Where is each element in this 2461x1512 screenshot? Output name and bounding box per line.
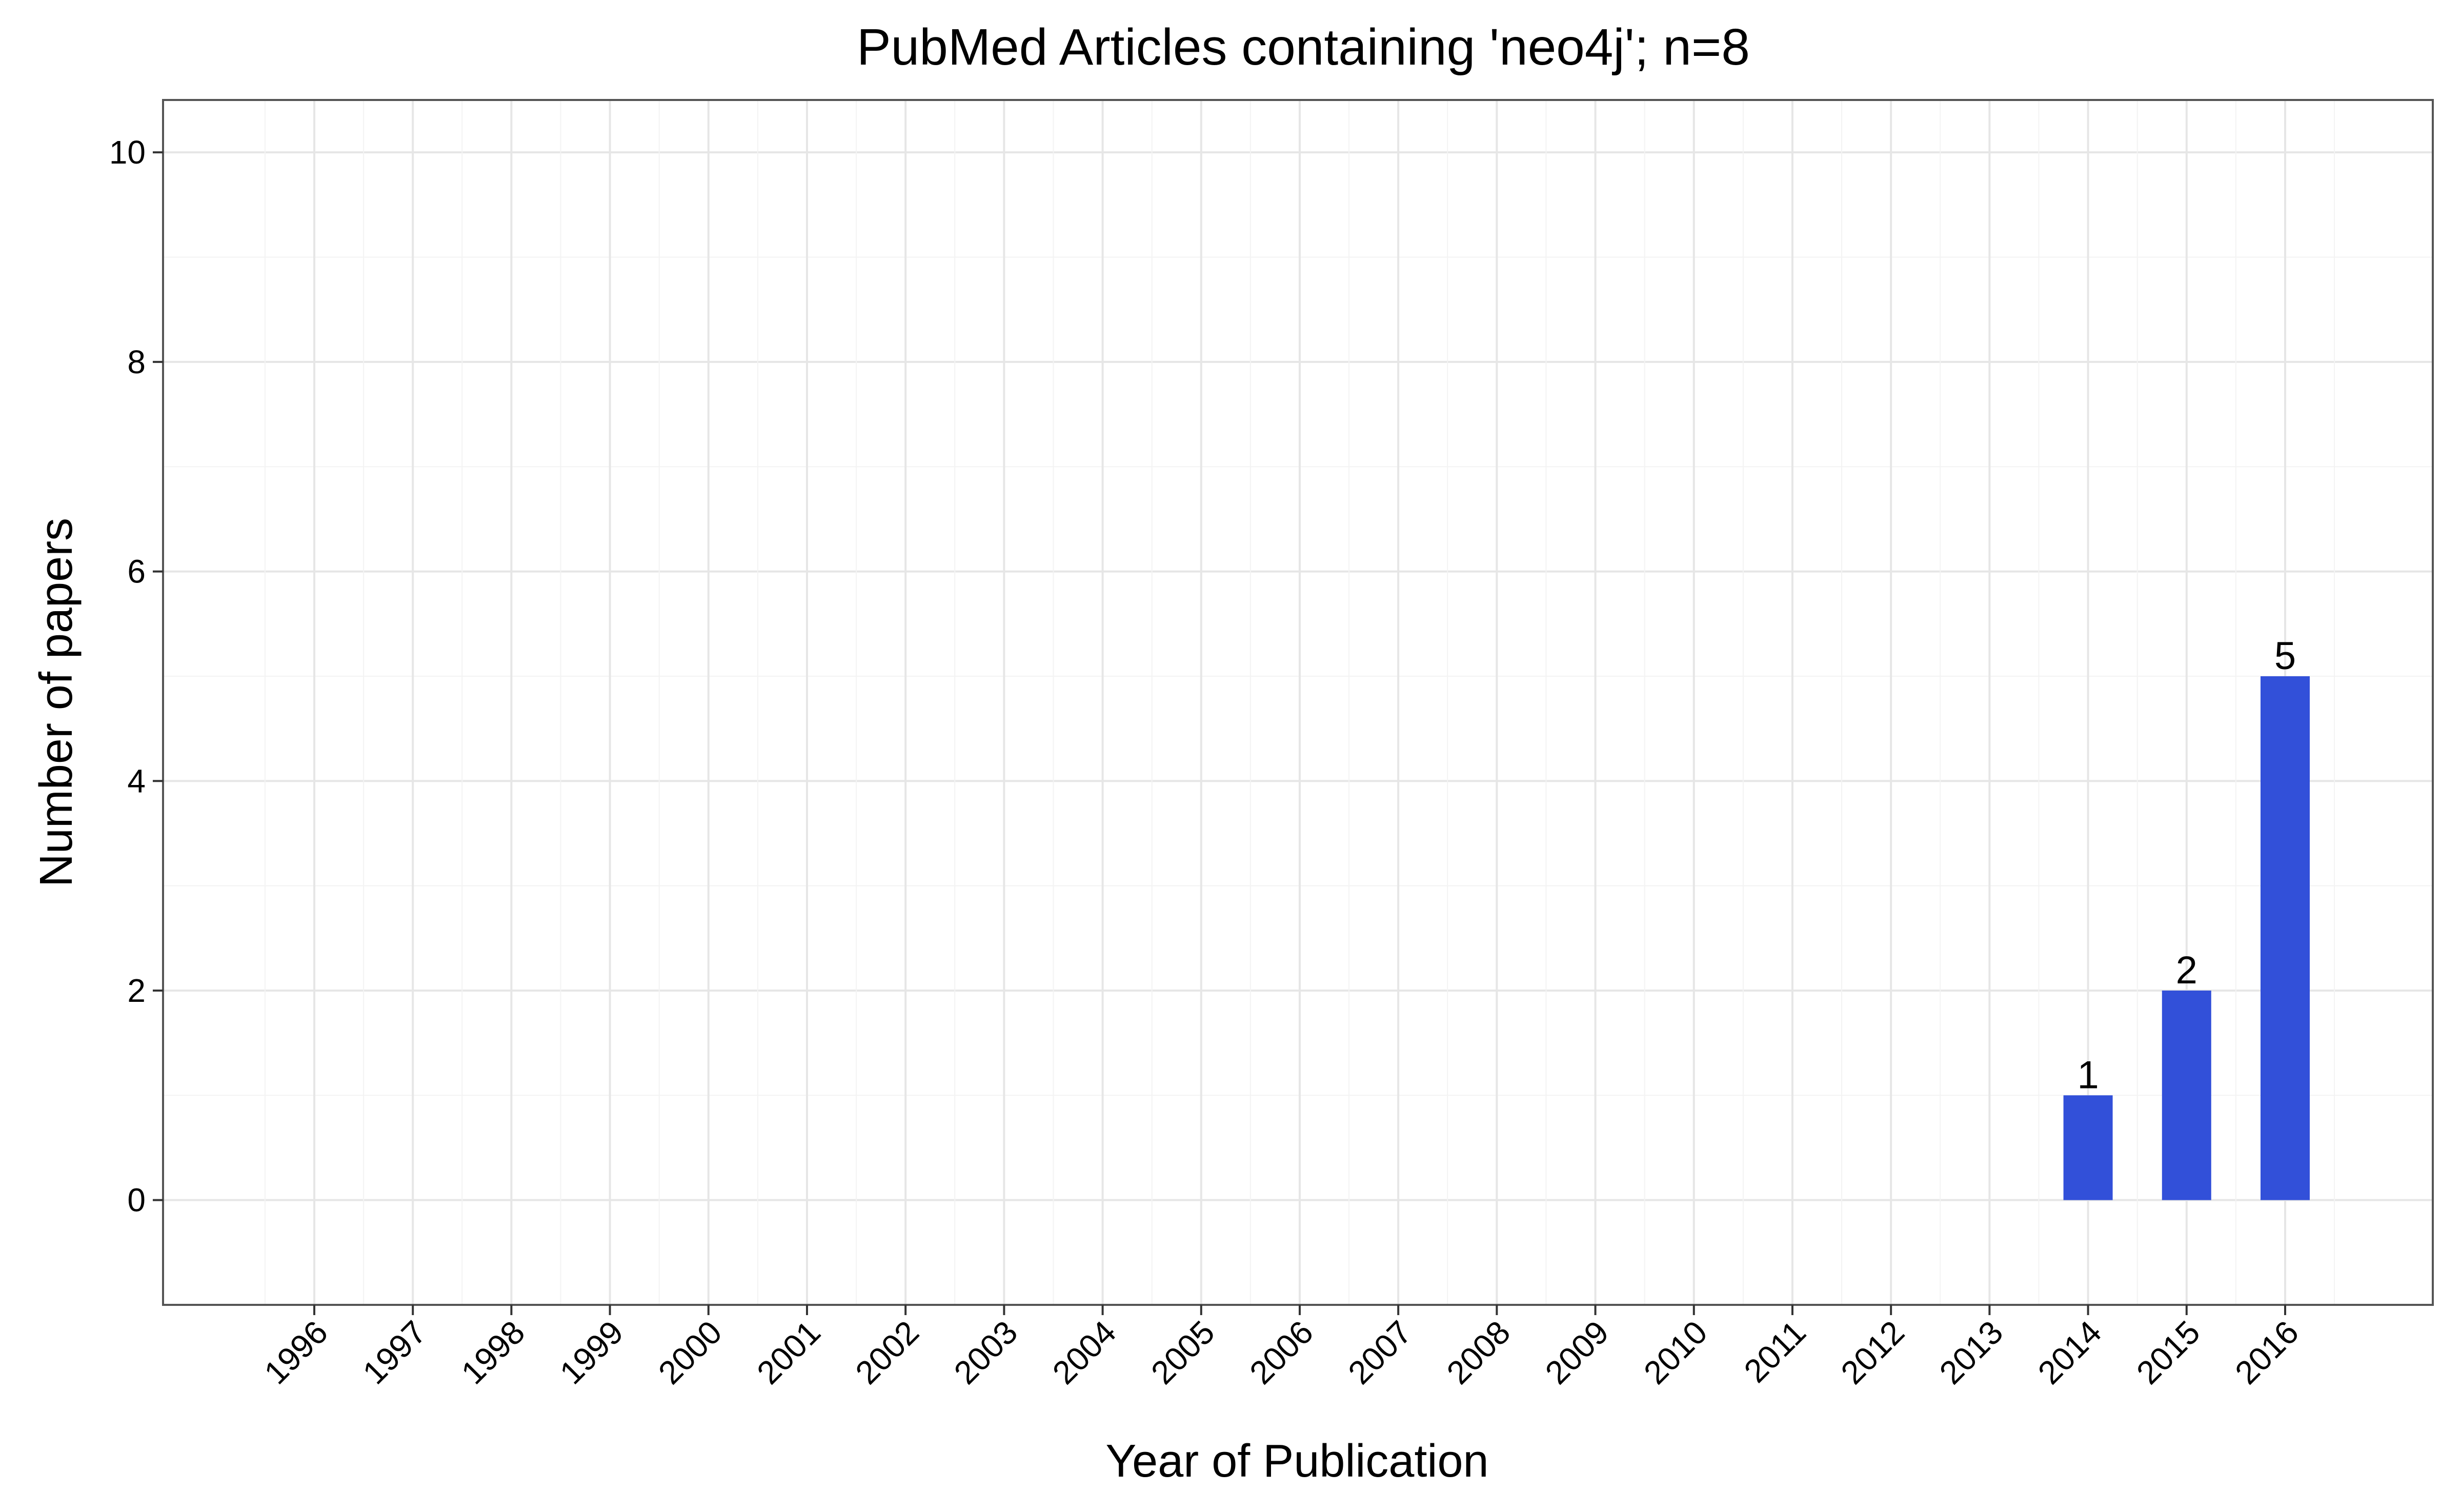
bar-label-2015: 2 [2176, 949, 2197, 992]
bar-label-2016: 5 [2274, 634, 2296, 678]
y-tick-label: 2 [127, 972, 146, 1009]
bar-2014 [2063, 1095, 2113, 1200]
y-axis-ticks: 0 2 4 6 8 10 [109, 134, 163, 1219]
y-tick-label: 6 [127, 553, 146, 590]
bars [2063, 676, 2310, 1200]
bar-2016 [2261, 676, 2310, 1200]
panel-border [162, 99, 2434, 1306]
x-axis-title: Year of Publication [1105, 1436, 1488, 1487]
y-tick-label: 0 [127, 1182, 146, 1219]
y-axis-title: Number of papers [31, 518, 82, 887]
bar-label-2014: 1 [2077, 1053, 2099, 1097]
y-tick-label: 8 [127, 344, 146, 380]
y-tick-label: 10 [109, 134, 146, 171]
y-tick-label: 4 [127, 762, 146, 799]
bar-2015 [2162, 990, 2211, 1200]
gridlines [163, 100, 2433, 1305]
bar-labels: 1 2 5 [2077, 634, 2296, 1097]
chart-title: PubMed Articles containing 'neo4j'; n=8 [857, 18, 1750, 76]
